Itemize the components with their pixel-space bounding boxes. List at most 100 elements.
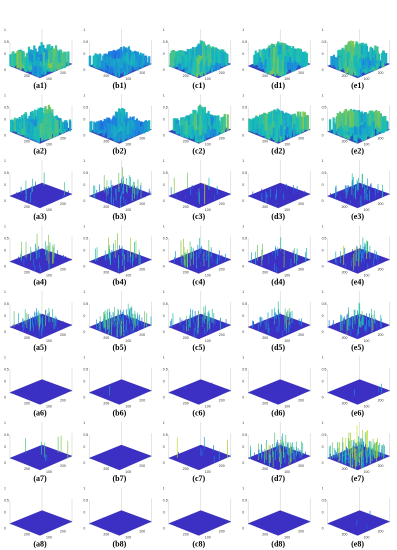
z-tick-label: 1: [242, 94, 244, 98]
z-tick-label: 1: [4, 421, 6, 425]
panel-label: (a4): [33, 278, 47, 287]
z-tick-label: 0.5: [322, 171, 327, 175]
z-tick-label: 0.5: [163, 237, 168, 241]
x-tick-label: 100: [205, 339, 211, 343]
x-tick-label: 200: [139, 333, 145, 337]
x-tick-label: 200: [378, 399, 384, 403]
y-tick-label: 200: [262, 140, 268, 144]
y-tick-label: 0: [4, 68, 6, 72]
z-tick-label: 1: [4, 159, 6, 163]
panel-label: (b3): [113, 212, 127, 221]
z-tick-label: 0: [163, 249, 165, 253]
z-tick-label: 0: [163, 183, 165, 187]
x-tick-label: 200: [298, 268, 304, 272]
x-tick-label: 200: [60, 71, 66, 75]
z-tick-label: 0: [4, 52, 6, 56]
y-tick-label: 0: [4, 199, 6, 203]
z-tick-label: 0: [242, 314, 244, 318]
x-tick-label: 100: [205, 470, 211, 474]
z-tick-label: 0.5: [163, 368, 168, 372]
panel-label: (a3): [33, 212, 47, 221]
x-tick-label: 100: [46, 339, 52, 343]
y-tick-label: 200: [262, 336, 268, 340]
panel-label: (e6): [351, 409, 364, 418]
z-tick-label: 0.5: [4, 433, 9, 437]
z-tick-label: 0: [4, 183, 6, 187]
z-tick-label: 1: [4, 356, 6, 360]
y-tick-label: 0: [163, 68, 165, 72]
z-tick-label: 0.5: [322, 237, 327, 241]
y-tick-label: 200: [183, 205, 189, 209]
y-tick-label: 200: [183, 467, 189, 471]
y-tick-label: 200: [103, 336, 109, 340]
x-tick-label: 100: [364, 143, 370, 147]
y-tick-label: 0: [83, 265, 85, 269]
z-tick-label: 1: [322, 290, 324, 294]
x-tick-label: 100: [46, 208, 52, 212]
panel-label: (c1): [192, 81, 205, 90]
x-tick-label: 100: [364, 405, 370, 409]
z-tick-label: 0.5: [163, 302, 168, 306]
x-tick-label: 200: [298, 333, 304, 337]
z-tick-label: 1: [83, 356, 85, 360]
surface-floor: [9, 444, 73, 471]
x-tick-label: 100: [364, 339, 370, 343]
x-tick-label: 100: [284, 274, 290, 278]
z-tick-label: 0: [242, 445, 244, 449]
y-tick-label: 200: [24, 205, 30, 209]
z-tick-label: 0: [242, 249, 244, 253]
y-tick-label: 200: [262, 271, 268, 275]
x-tick-label: 200: [219, 464, 225, 468]
y-tick-label: 200: [103, 271, 109, 275]
y-tick-label: 0: [83, 68, 85, 72]
panel-label: (a6): [33, 409, 47, 418]
panel-label: (b7): [113, 474, 127, 483]
z-tick-label: 0.5: [83, 302, 88, 306]
x-tick-label: 200: [378, 333, 384, 337]
y-tick-label: 200: [342, 74, 348, 78]
y-tick-label: 0: [83, 199, 85, 203]
y-tick-label: 200: [24, 467, 30, 471]
x-tick-label: 200: [219, 202, 225, 206]
z-tick-label: 1: [242, 28, 244, 32]
x-tick-label: 200: [378, 71, 384, 75]
y-tick-label: 0: [242, 265, 244, 269]
y-tick-label: 0: [4, 396, 6, 400]
x-tick-label: 200: [60, 268, 66, 272]
panel-label: (d6): [271, 409, 285, 418]
z-tick-label: 1: [4, 225, 6, 229]
panel-label: (e5): [351, 343, 364, 352]
x-tick-label: 100: [205, 143, 211, 147]
subplot: 1 0.5 0 0 200 100 200 (b7): [83, 421, 152, 483]
y-tick-label: 0: [163, 396, 165, 400]
z-tick-label: 1: [242, 356, 244, 360]
x-tick-label: 100: [125, 208, 131, 212]
y-tick-label: 200: [103, 402, 109, 406]
z-tick-label: 0.5: [4, 171, 9, 175]
z-tick-label: 1: [83, 290, 85, 294]
surface-floor: [168, 444, 232, 471]
y-tick-label: 0: [4, 461, 6, 465]
z-tick-label: 0: [322, 314, 324, 318]
y-tick-label: 200: [24, 140, 30, 144]
y-tick-label: 0: [242, 461, 244, 465]
y-tick-label: 200: [24, 271, 30, 275]
y-tick-label: 200: [262, 205, 268, 209]
panel-label: (d3): [271, 212, 285, 221]
x-tick-label: 200: [139, 268, 145, 272]
y-tick-label: 200: [342, 140, 348, 144]
z-tick-label: 0: [163, 380, 165, 384]
z-tick-label: 1: [83, 159, 85, 163]
subplot: 1 0.5 0 0 200 100 200 (b5): [83, 290, 152, 352]
z-tick-label: 1: [322, 225, 324, 229]
surface-floor: [247, 182, 311, 209]
